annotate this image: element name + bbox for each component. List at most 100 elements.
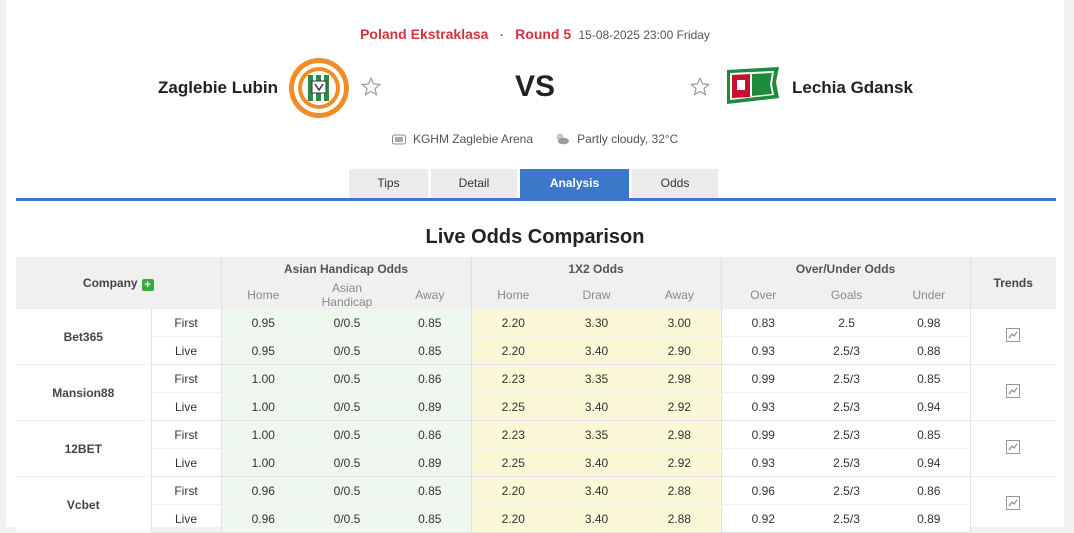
- x12-away-odds[interactable]: 2.88: [638, 504, 722, 533]
- league-link[interactable]: Poland Ekstraklasa: [360, 26, 489, 42]
- company-name[interactable]: Vcbet: [16, 476, 151, 533]
- ou-under-odds[interactable]: 0.85: [888, 420, 971, 449]
- table-row: 12BET First 1.00 0/0.5 0.86 2.23 3.35 2.98 0.99 2…: [16, 420, 1057, 477]
- line-chart-icon[interactable]: [1006, 496, 1021, 510]
- x12-away-odds[interactable]: 2.92: [638, 392, 722, 421]
- ah-home-odds[interactable]: 0.95: [220, 309, 305, 337]
- x12-away-odds[interactable]: 2.92: [638, 448, 722, 477]
- ah-handicap[interactable]: 0/0.5: [305, 309, 389, 337]
- ou-under-odds[interactable]: 0.85: [888, 364, 971, 393]
- ah-away-odds[interactable]: 0.85: [389, 476, 472, 505]
- ou-over-odds[interactable]: 0.96: [720, 476, 806, 505]
- line-chart-icon[interactable]: [1006, 384, 1021, 398]
- ou-under-odds[interactable]: 0.94: [888, 392, 971, 421]
- ah-away-odds[interactable]: 0.85: [389, 336, 472, 365]
- ah-handicap[interactable]: 0/0.5: [305, 420, 389, 449]
- ah-handicap[interactable]: 0/0.5: [305, 476, 389, 505]
- ah-handicap[interactable]: 0/0.5: [305, 392, 389, 421]
- odds-type: First: [150, 364, 221, 393]
- x12-draw-odds[interactable]: 3.40: [555, 336, 639, 365]
- ah-handicap[interactable]: 0/0.5: [305, 364, 389, 393]
- x12-home-odds[interactable]: 2.20: [470, 504, 556, 533]
- company-name[interactable]: Mansion88: [16, 364, 151, 421]
- x12-home-odds[interactable]: 2.20: [470, 336, 556, 365]
- ah-home-odds[interactable]: 1.00: [220, 392, 305, 421]
- away-favorite-star-icon[interactable]: [689, 76, 711, 98]
- ou-under-odds[interactable]: 0.88: [888, 336, 971, 365]
- ah-home-odds[interactable]: 0.96: [220, 476, 305, 505]
- x12-draw-odds[interactable]: 3.35: [555, 364, 639, 393]
- line-chart-icon[interactable]: [1006, 328, 1021, 342]
- ah-home-odds[interactable]: 0.95: [220, 336, 305, 365]
- ou-goals[interactable]: 2.5/3: [805, 392, 889, 421]
- odds-type: Live: [150, 504, 221, 533]
- ou-goals[interactable]: 2.5/3: [805, 504, 889, 533]
- x12-home-odds[interactable]: 2.23: [470, 420, 556, 449]
- ah-handicap[interactable]: 0/0.5: [305, 448, 389, 477]
- ou-over-odds[interactable]: 0.99: [720, 420, 806, 449]
- ah-away-odds[interactable]: 0.85: [389, 309, 472, 337]
- trend-cell: [969, 309, 1057, 365]
- ah-away-odds[interactable]: 0.86: [389, 364, 472, 393]
- home-favorite-star-icon[interactable]: [360, 76, 382, 98]
- home-team-name[interactable]: Zaglebie Lubin: [158, 78, 278, 97]
- ou-over-odds[interactable]: 0.99: [720, 364, 806, 393]
- x12-draw-odds[interactable]: 3.40: [555, 392, 639, 421]
- table-row: Bet365 First 0.95 0/0.5 0.85 2.20 3.30 3.00 0.83…: [16, 309, 1057, 365]
- line-chart-icon[interactable]: [1006, 440, 1021, 454]
- ou-under-odds[interactable]: 0.98: [888, 309, 971, 337]
- x12-home-odds[interactable]: 2.20: [470, 309, 556, 337]
- odds-type: First: [150, 476, 221, 505]
- x12-draw-odds[interactable]: 3.35: [555, 420, 639, 449]
- x12-draw-odds[interactable]: 3.40: [555, 448, 639, 477]
- ah-home-odds[interactable]: 1.00: [220, 364, 305, 393]
- x12-draw-odds[interactable]: 3.40: [555, 504, 639, 533]
- ah-home-odds[interactable]: 0.96: [220, 504, 305, 533]
- plus-icon[interactable]: +: [141, 278, 154, 291]
- x12-draw-odds[interactable]: 3.40: [555, 476, 639, 505]
- x12-away-odds[interactable]: 2.90: [638, 336, 722, 365]
- ah-away-odds[interactable]: 0.89: [389, 392, 472, 421]
- tab-tips[interactable]: Tips: [349, 169, 428, 198]
- ah-away-odds[interactable]: 0.85: [389, 504, 472, 533]
- company-name[interactable]: 12BET: [16, 420, 151, 477]
- match-datetime: 15-08-2025 23:00 Friday: [578, 28, 710, 42]
- x12-away-odds[interactable]: 2.98: [638, 364, 722, 393]
- tab-detail[interactable]: Detail: [431, 169, 517, 198]
- ou-over-odds[interactable]: 0.93: [720, 392, 806, 421]
- ah-away-odds[interactable]: 0.89: [389, 448, 472, 477]
- ou-under-odds[interactable]: 0.94: [888, 448, 971, 477]
- ah-handicap[interactable]: 0/0.5: [305, 336, 389, 365]
- x12-away-odds[interactable]: 2.88: [638, 476, 722, 505]
- ou-over-odds[interactable]: 0.92: [720, 504, 806, 533]
- x12-away-odds[interactable]: 3.00: [638, 309, 722, 337]
- ou-goals[interactable]: 2.5: [805, 309, 889, 337]
- ou-under-odds[interactable]: 0.86: [888, 476, 971, 505]
- company-name[interactable]: Bet365: [16, 309, 151, 365]
- ah-home-odds[interactable]: 1.00: [220, 448, 305, 477]
- ou-under-odds[interactable]: 0.89: [888, 504, 971, 533]
- ah-away-odds[interactable]: 0.86: [389, 420, 472, 449]
- x12-home-odds[interactable]: 2.20: [470, 476, 556, 505]
- ah-home-odds[interactable]: 1.00: [220, 420, 305, 449]
- x12-home-odds[interactable]: 2.25: [470, 392, 556, 421]
- tab-odds[interactable]: Odds: [632, 169, 718, 198]
- ou-over-odds[interactable]: 0.93: [720, 336, 806, 365]
- ou-goals[interactable]: 2.5/3: [805, 476, 889, 505]
- ou-goals[interactable]: 2.5/3: [805, 448, 889, 477]
- x12-home-odds[interactable]: 2.25: [470, 448, 556, 477]
- away-team-logo[interactable]: [724, 64, 782, 108]
- x12-away-odds[interactable]: 2.98: [638, 420, 722, 449]
- ou-over-odds[interactable]: 0.83: [720, 309, 806, 337]
- ou-over-odds[interactable]: 0.93: [720, 448, 806, 477]
- home-team-logo[interactable]: [288, 57, 350, 119]
- away-team-name[interactable]: Lechia Gdansk: [792, 78, 913, 97]
- ou-goals[interactable]: 2.5/3: [805, 420, 889, 449]
- tab-analysis[interactable]: Analysis: [520, 169, 629, 198]
- section-title: Live Odds Comparison: [425, 226, 645, 248]
- x12-draw-odds[interactable]: 3.30: [555, 309, 639, 337]
- ou-goals[interactable]: 2.5/3: [805, 364, 889, 393]
- ou-goals[interactable]: 2.5/3: [805, 336, 889, 365]
- x12-home-odds[interactable]: 2.23: [470, 364, 556, 393]
- ah-handicap[interactable]: 0/0.5: [305, 504, 389, 533]
